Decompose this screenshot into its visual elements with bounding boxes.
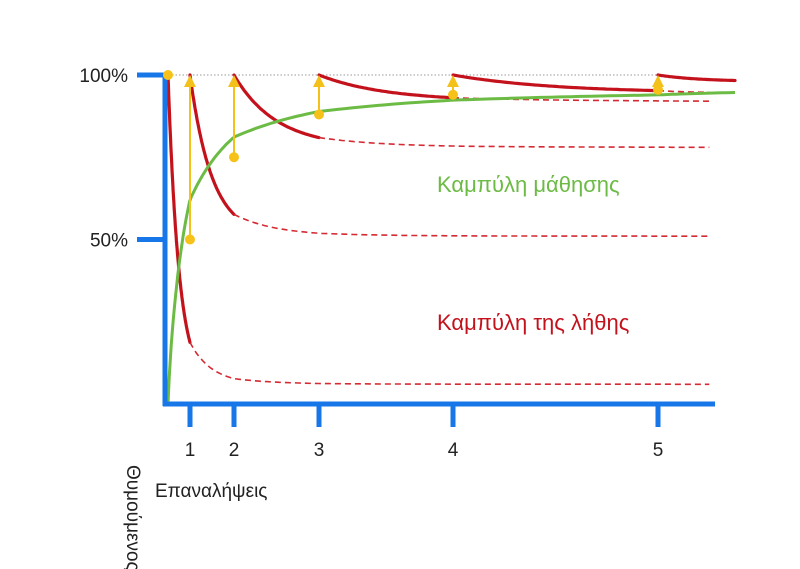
- forgetting-curve-dashed-1: [233, 213, 710, 237]
- x-tick-label-3: 4: [448, 440, 459, 461]
- y-tick-label-0: 100%: [79, 66, 128, 87]
- review-point-4: [448, 89, 458, 100]
- forgetting-curve-solid-3: [317, 73, 455, 100]
- x-tick-label-4: 5: [653, 440, 664, 461]
- learning-curve-label: Καμπύλη μάθησης: [437, 172, 620, 197]
- ticks-layer: 100% 50% 1 2 3 4 5: [79, 66, 663, 461]
- start-point: [163, 70, 173, 80]
- review-arrow-head-5: [652, 75, 664, 87]
- review-point-2: [229, 152, 239, 163]
- forgetting-curve-solid-4: [451, 73, 660, 93]
- review-arrow-head-1: [184, 75, 196, 87]
- x-tick-label-0: 1: [185, 440, 196, 461]
- forgetting-curve-dashed-2: [318, 136, 710, 149]
- review-arrow-head-3: [313, 75, 325, 87]
- x-tick-label-2: 3: [314, 440, 325, 461]
- y-tick-label-1: 50%: [90, 231, 128, 252]
- arrows-layer: [184, 75, 664, 240]
- forgetting-curve-solid-1: [188, 73, 236, 216]
- review-arrow-head-2: [228, 75, 240, 87]
- forgetting-curve-dashed-0: [189, 342, 710, 386]
- review-point-5: [653, 84, 663, 95]
- review-point-3: [314, 109, 324, 120]
- learning-curve-line: [166, 91, 736, 405]
- review-arrow-head-4: [447, 75, 459, 87]
- x-tick-label-1: 2: [229, 440, 240, 461]
- forgetting-curve-solid-2: [232, 73, 321, 140]
- forgetting-curve-solid-5: [656, 73, 737, 83]
- forgetting-curve-label: Καμπύλη της λήθης: [437, 310, 629, 335]
- x-axis-label: Επαναλήψεις: [155, 481, 267, 502]
- y-axis-label: Θυμούμενος: [122, 465, 143, 569]
- axes-layer: [162, 74, 715, 407]
- curves-layer: [165, 73, 737, 405]
- points-layer: [163, 70, 663, 245]
- review-point-1: [185, 234, 195, 245]
